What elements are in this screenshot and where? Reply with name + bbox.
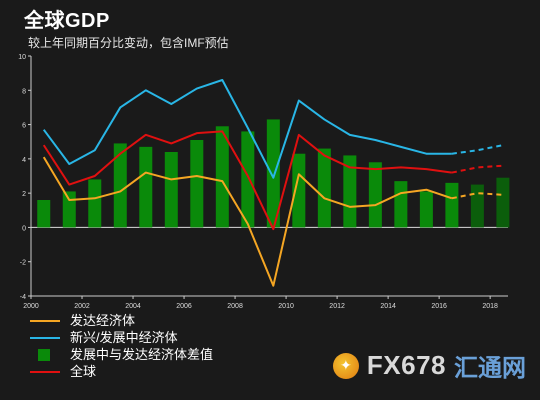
y-tick-label: 10 [18,54,26,61]
x-tick-label: 2008 [227,303,243,310]
line-advanced [42,156,453,287]
bar-difference [292,153,306,228]
bar-difference [317,148,331,228]
bar-difference [62,191,76,228]
legend-item-world: 全球 [30,363,213,380]
y-tick-label: 8 [22,88,26,95]
x-tick-label: 2012 [329,303,345,310]
bar-difference [470,184,484,228]
legend-swatch-world [30,370,60,373]
y-tick-label: -2 [20,260,26,267]
legend-swatch-emerging [30,336,60,339]
watermark-logo-icon: ✦ [332,352,359,379]
bar-difference [139,146,153,228]
watermark-brand: FX678 [366,350,446,380]
legend-item-difference: 发展中与发达经济体差值 [30,346,213,363]
legend-item-emerging: 新兴/发展中经济体 [30,329,213,346]
bar-difference [37,200,51,228]
bar-difference [343,155,357,228]
bar-difference [419,191,433,228]
bar-difference [113,143,127,228]
bar-difference [88,179,102,228]
line-world [42,130,453,231]
x-tick-label: 2000 [23,303,39,310]
x-tick-label: 2018 [482,303,498,310]
legend-swatch-advanced [30,319,60,322]
y-tick-label: -4 [20,294,26,301]
bar-difference [241,131,255,228]
bar-difference [496,177,510,228]
bar-difference [164,152,178,228]
line-world-forecast [451,164,503,174]
bar-difference [368,162,382,228]
bar-difference [215,126,229,228]
x-tick-label: 2014 [380,303,396,310]
legend-label-emerging: 新兴/发展中经济体 [70,330,178,345]
y-tick-label: 0 [22,225,26,232]
bar-difference [190,140,204,228]
legend-label-world: 全球 [70,364,97,379]
y-tick-label: 2 [22,191,26,198]
watermark: ✦ FX678 汇通网 [332,348,526,383]
x-tick-label: 2010 [278,303,294,310]
x-tick-label: 2016 [431,303,447,310]
bar-difference [266,119,280,228]
bar-difference [394,181,408,228]
legend-swatch-difference [38,348,50,361]
y-tick-label: 4 [22,157,26,164]
bar-difference [445,182,459,228]
x-tick-label: 2002 [74,303,90,310]
watermark-cn: 汇通网 [454,355,526,382]
line-emerging [42,79,452,179]
legend-label-difference: 发展中与发达经济体差值 [70,347,214,362]
y-tick-label: 6 [22,123,26,130]
chart-title: 全球GDP [24,10,110,32]
x-tick-label: 2006 [176,303,192,310]
legend-label-advanced: 发达经济体 [70,313,136,328]
line-emerging-forecast [451,144,504,155]
legend: 发达经济体 新兴/发展中经济体 发展中与发达经济体差值 全球 [30,312,213,380]
legend-item-advanced: 发达经济体 [30,312,213,329]
x-tick-label: 2004 [125,303,141,310]
chart-subtitle: 较上年同期百分比变动，包含IMF预估 [28,36,229,50]
